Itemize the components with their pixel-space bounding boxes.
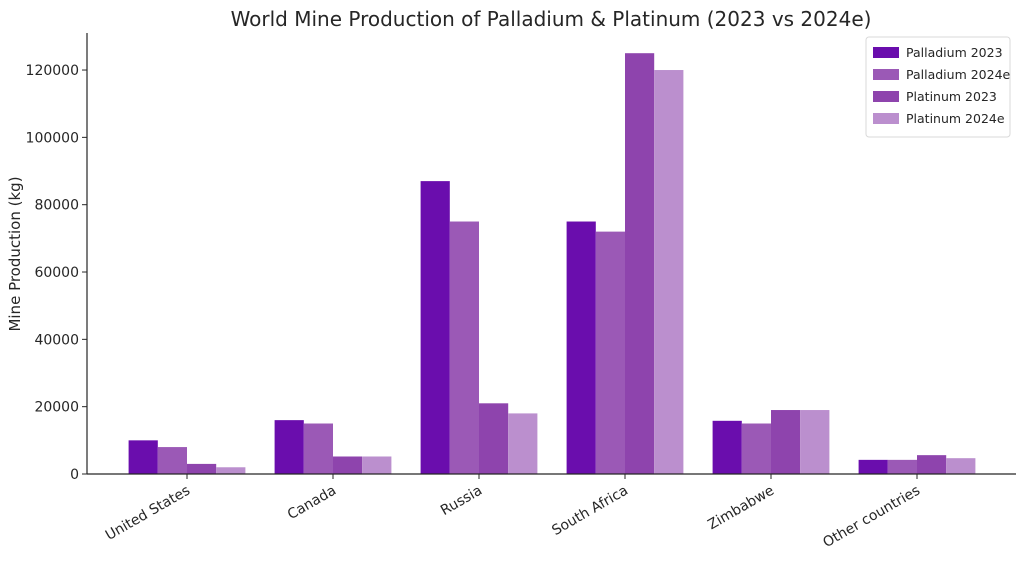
bar	[274, 420, 304, 474]
bar	[303, 423, 333, 474]
legend-label: Palladium 2024e	[906, 67, 1011, 82]
bars-layer	[128, 53, 976, 474]
bar	[858, 459, 888, 474]
y-tick-label: 60000	[34, 265, 79, 281]
bar	[946, 458, 976, 474]
bar	[771, 410, 801, 474]
y-axis-label: Mine Production (kg)	[6, 176, 24, 331]
legend-label: Palladium 2023	[906, 45, 1003, 60]
x-tick-label: Russia	[438, 483, 485, 519]
legend-swatch	[873, 113, 899, 124]
legend-label: Platinum 2024e	[906, 111, 1005, 126]
bar	[917, 455, 947, 474]
bar	[216, 467, 246, 474]
bar	[420, 181, 450, 474]
bar	[800, 410, 830, 474]
bar	[479, 403, 509, 474]
legend-label: Platinum 2023	[906, 89, 997, 104]
bar	[128, 440, 158, 474]
chart-title: World Mine Production of Palladium & Pla…	[231, 7, 872, 31]
y-axis: 0 20000 40000 60000 80000 100000 120000	[26, 63, 87, 483]
bar	[625, 53, 655, 474]
bar	[887, 459, 917, 474]
bar	[566, 221, 596, 474]
legend-swatch	[873, 91, 899, 102]
legend: Palladium 2023 Palladium 2024e Platinum 20…	[865, 36, 1011, 138]
bar	[508, 413, 538, 474]
y-tick-label: 20000	[34, 400, 79, 416]
bar	[712, 420, 742, 474]
legend-swatch	[873, 69, 899, 80]
x-tick-label: Canada	[285, 483, 339, 523]
bar	[187, 463, 217, 474]
bar	[449, 221, 479, 474]
bar	[157, 447, 187, 474]
legend-frame	[865, 36, 1011, 138]
x-tick-label: Other countries	[820, 483, 923, 551]
y-tick-label: 0	[70, 467, 79, 483]
bar	[654, 70, 684, 474]
bar	[333, 456, 363, 474]
y-tick-label: 120000	[26, 63, 79, 79]
legend-swatch	[873, 47, 899, 58]
bar	[362, 456, 392, 474]
x-tick-label: South Africa	[549, 483, 631, 539]
x-tick-label: United States	[103, 483, 193, 544]
x-axis: United States Canada Russia South Africa Zim…	[103, 474, 923, 551]
y-tick-label: 40000	[34, 332, 79, 348]
bar	[595, 231, 625, 474]
x-tick-label: Zimbabwe	[705, 483, 777, 534]
y-tick-label: 100000	[26, 130, 79, 146]
bar	[741, 423, 771, 474]
y-tick-label: 80000	[34, 198, 79, 214]
